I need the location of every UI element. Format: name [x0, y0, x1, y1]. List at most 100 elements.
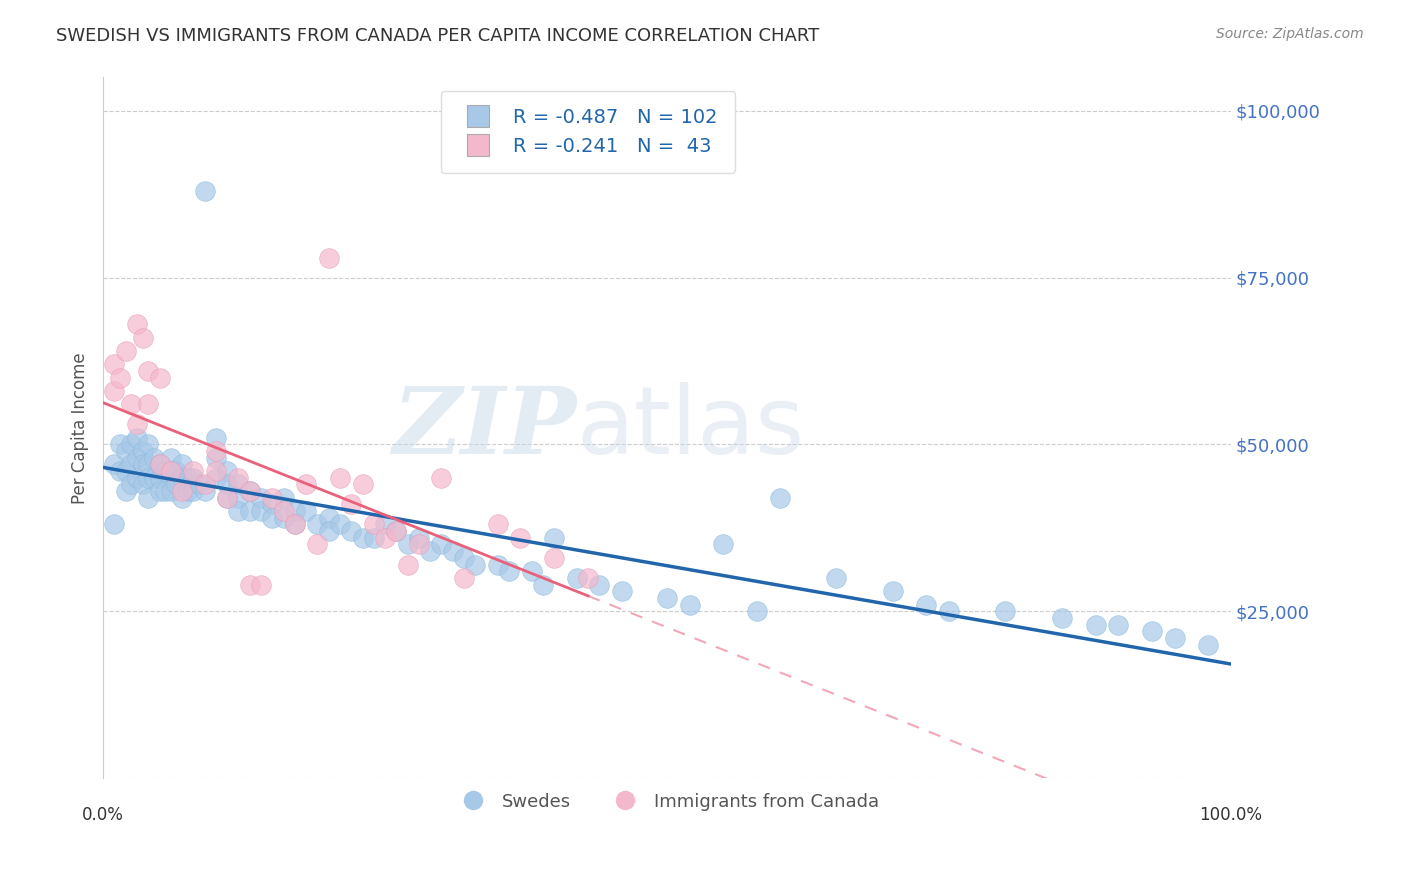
- Point: [177, 471, 200, 485]
- Point: [205, 471, 228, 485]
- Point: [486, 517, 509, 532]
- Point: [205, 444, 228, 458]
- Point: [153, 464, 176, 478]
- Point: [103, 517, 125, 532]
- Point: [177, 484, 200, 499]
- Point: [165, 464, 187, 478]
- Point: [183, 484, 205, 499]
- Point: [142, 471, 165, 485]
- Point: [103, 384, 125, 398]
- Point: [363, 531, 385, 545]
- Point: [205, 464, 228, 478]
- Point: [142, 450, 165, 465]
- Point: [136, 458, 159, 472]
- Point: [217, 477, 239, 491]
- Point: [430, 537, 453, 551]
- Point: [183, 471, 205, 485]
- Point: [1084, 617, 1107, 632]
- Point: [284, 504, 307, 518]
- Point: [108, 437, 131, 451]
- Point: [125, 450, 148, 465]
- Text: ZIP: ZIP: [392, 383, 576, 473]
- Point: [374, 531, 396, 545]
- Point: [385, 524, 408, 538]
- Point: [228, 477, 250, 491]
- Point: [108, 464, 131, 478]
- Point: [938, 604, 960, 618]
- Point: [318, 251, 340, 265]
- Point: [1107, 617, 1129, 632]
- Point: [120, 437, 142, 451]
- Point: [228, 504, 250, 518]
- Point: [295, 504, 318, 518]
- Point: [136, 364, 159, 378]
- Point: [385, 524, 408, 538]
- Point: [273, 510, 295, 524]
- Point: [136, 397, 159, 411]
- Text: 0.0%: 0.0%: [82, 806, 124, 824]
- Point: [329, 517, 352, 532]
- Point: [994, 604, 1017, 618]
- Point: [273, 504, 295, 518]
- Point: [576, 571, 599, 585]
- Point: [453, 571, 475, 585]
- Point: [396, 558, 419, 572]
- Point: [273, 491, 295, 505]
- Point: [120, 458, 142, 472]
- Point: [1140, 624, 1163, 639]
- Point: [882, 584, 904, 599]
- Point: [114, 464, 136, 478]
- Point: [352, 531, 374, 545]
- Point: [153, 484, 176, 499]
- Point: [352, 477, 374, 491]
- Point: [108, 370, 131, 384]
- Point: [228, 491, 250, 505]
- Point: [131, 477, 153, 491]
- Point: [194, 477, 217, 491]
- Point: [284, 517, 307, 532]
- Point: [747, 604, 769, 618]
- Point: [531, 577, 554, 591]
- Point: [148, 370, 170, 384]
- Point: [239, 484, 262, 499]
- Point: [131, 331, 153, 345]
- Point: [172, 458, 194, 472]
- Point: [769, 491, 792, 505]
- Point: [159, 484, 181, 499]
- Point: [307, 537, 329, 551]
- Text: SWEDISH VS IMMIGRANTS FROM CANADA PER CAPITA INCOME CORRELATION CHART: SWEDISH VS IMMIGRANTS FROM CANADA PER CA…: [56, 27, 820, 45]
- Point: [340, 524, 363, 538]
- Point: [159, 464, 181, 478]
- Y-axis label: Per Capita Income: Per Capita Income: [72, 352, 89, 504]
- Point: [103, 357, 125, 371]
- Point: [125, 417, 148, 432]
- Point: [284, 517, 307, 532]
- Point: [1197, 638, 1219, 652]
- Text: atlas: atlas: [576, 382, 806, 474]
- Point: [194, 484, 217, 499]
- Point: [131, 444, 153, 458]
- Point: [262, 510, 284, 524]
- Point: [125, 318, 148, 332]
- Point: [486, 558, 509, 572]
- Point: [565, 571, 588, 585]
- Point: [396, 537, 419, 551]
- Point: [363, 517, 385, 532]
- Point: [120, 477, 142, 491]
- Point: [1163, 631, 1185, 645]
- Point: [172, 471, 194, 485]
- Point: [307, 517, 329, 532]
- Point: [713, 537, 735, 551]
- Point: [165, 477, 187, 491]
- Point: [148, 458, 170, 472]
- Point: [148, 484, 170, 499]
- Point: [159, 464, 181, 478]
- Point: [419, 544, 441, 558]
- Point: [318, 510, 340, 524]
- Point: [915, 598, 938, 612]
- Point: [430, 471, 453, 485]
- Point: [125, 471, 148, 485]
- Point: [205, 450, 228, 465]
- Point: [159, 450, 181, 465]
- Point: [136, 437, 159, 451]
